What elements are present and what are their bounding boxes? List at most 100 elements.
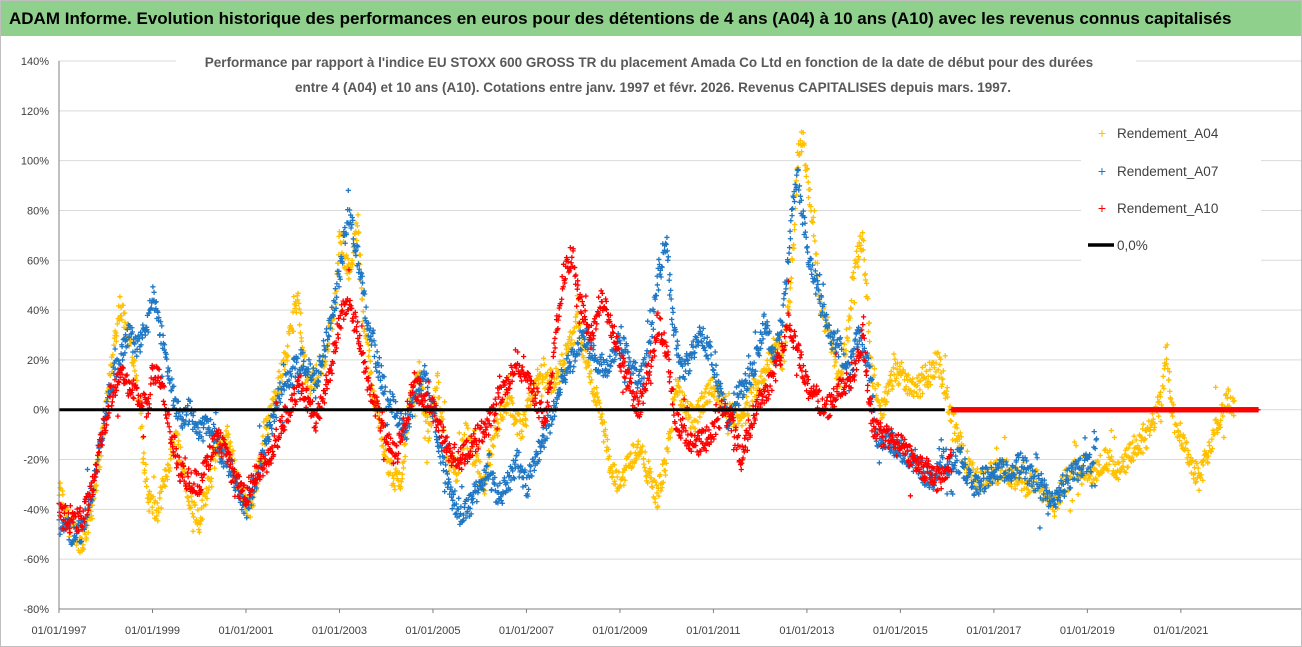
point-rendement_a04 <box>562 360 568 366</box>
point-rendement_a07 <box>305 366 311 372</box>
point-rendement_a04 <box>655 485 661 491</box>
point-rendement_a04 <box>655 503 661 509</box>
point-rendement_a07 <box>551 413 558 419</box>
point-rendement_a04 <box>958 434 964 440</box>
point-rendement_a04 <box>743 420 749 426</box>
point-rendement_a04 <box>295 290 301 296</box>
point-rendement_a04 <box>1142 436 1148 442</box>
point-rendement_a07 <box>307 361 313 367</box>
point-rendement_a04 <box>1108 427 1114 434</box>
point-rendement_a04 <box>878 410 884 417</box>
point-rendement_a04 <box>598 416 605 423</box>
point-rendement_a04 <box>1170 402 1177 408</box>
point-rendement_a04 <box>650 484 656 491</box>
point-rendement_a07 <box>562 379 569 385</box>
point-rendement_a07 <box>497 480 503 486</box>
point-rendement_a04 <box>599 411 605 417</box>
point-rendement_a04 <box>744 399 750 406</box>
point-rendement_a04 <box>539 393 545 399</box>
point-rendement_a04 <box>349 261 356 268</box>
point-rendement_a04 <box>403 441 409 447</box>
point-rendement_a04 <box>860 237 867 244</box>
point-rendement_a04 <box>596 397 602 403</box>
point-rendement_a04 <box>1110 458 1116 464</box>
point-rendement_a07 <box>606 368 613 374</box>
point-rendement_a04 <box>908 388 914 394</box>
point-rendement_a04 <box>1152 420 1158 427</box>
point-rendement_a04 <box>1172 429 1178 436</box>
point-rendement_a07 <box>499 500 505 506</box>
point-rendement_a07 <box>363 304 369 310</box>
point-rendement_a04 <box>922 362 928 368</box>
point-rendement_a04 <box>132 368 138 374</box>
point-rendement_a07 <box>158 319 164 325</box>
point-rendement_a04 <box>1131 433 1137 439</box>
point-rendement_a04 <box>723 393 729 399</box>
point-rendement_a04 <box>298 338 305 344</box>
point-rendement_a04 <box>597 400 603 406</box>
point-rendement_a07 <box>565 352 571 358</box>
point-rendement_a07 <box>507 487 513 493</box>
point-rendement_a07 <box>294 359 300 365</box>
point-rendement_a04 <box>182 468 188 475</box>
point-rendement_a04 <box>917 378 924 384</box>
point-rendement_a04 <box>919 371 925 377</box>
point-rendement_a04 <box>635 438 641 444</box>
point-rendement_a04 <box>1166 377 1172 383</box>
report-banner: ADAM Informe. Evolution historique des p… <box>1 1 1301 36</box>
point-rendement_a07 <box>346 207 353 213</box>
point-rendement_a04 <box>731 421 737 427</box>
point-rendement_a04 <box>291 294 297 300</box>
point-rendement_a04 <box>360 308 366 315</box>
point-rendement_a07 <box>375 360 381 366</box>
point-rendement_a04 <box>523 417 529 423</box>
point-rendement_a07 <box>122 332 129 338</box>
point-rendement_a07 <box>612 356 618 363</box>
point-rendement_a04 <box>399 471 405 477</box>
point-rendement_a04 <box>862 271 868 277</box>
point-rendement_a07 <box>464 508 470 515</box>
point-rendement_a04 <box>1208 448 1214 455</box>
point-rendement_a04 <box>689 402 695 408</box>
point-rendement_a07 <box>277 380 283 386</box>
point-rendement_a04 <box>516 411 522 417</box>
point-rendement_a07 <box>456 495 462 501</box>
point-rendement_a07 <box>325 337 331 343</box>
point-rendement_a04 <box>865 329 872 335</box>
point-rendement_a04 <box>653 479 659 485</box>
point-rendement_a04 <box>674 389 680 396</box>
point-rendement_a04 <box>545 370 551 376</box>
point-rendement_a04 <box>285 353 291 359</box>
point-rendement_a07 <box>336 284 342 290</box>
point-rendement_a04 <box>1231 398 1237 404</box>
point-rendement_a04 <box>970 460 976 466</box>
point-rendement_a04 <box>602 426 609 433</box>
x-tick-label: 01/01/2013 <box>779 625 834 637</box>
point-rendement_a04 <box>156 509 162 515</box>
point-rendement_a04 <box>753 381 759 388</box>
point-rendement_a04 <box>645 458 652 464</box>
point-rendement_a04 <box>859 230 866 236</box>
point-rendement_a04 <box>416 359 422 365</box>
point-rendement_a07 <box>435 439 441 446</box>
point-rendement_a04 <box>680 402 686 408</box>
point-rendement_a04 <box>335 260 341 266</box>
x-tick-label: 01/01/2021 <box>1153 625 1208 637</box>
x-tick-label: 01/01/2009 <box>592 625 647 637</box>
point-rendement_a07 <box>194 430 200 437</box>
point-rendement_a04 <box>486 448 492 454</box>
point-rendement_a04 <box>738 414 744 421</box>
point-rendement_a07 <box>402 411 409 417</box>
point-rendement_a07 <box>362 291 368 297</box>
point-rendement_a04 <box>515 410 521 416</box>
point-rendement_a04 <box>472 462 478 468</box>
point-rendement_a07 <box>248 502 254 508</box>
point-rendement_a04 <box>263 425 269 431</box>
point-rendement_a04 <box>178 444 184 450</box>
point-rendement_a04 <box>803 162 809 168</box>
point-rendement_a07 <box>195 425 201 431</box>
point-rendement_a04 <box>758 373 764 379</box>
point-rendement_a07 <box>175 398 181 404</box>
point-rendement_a04 <box>203 502 209 508</box>
